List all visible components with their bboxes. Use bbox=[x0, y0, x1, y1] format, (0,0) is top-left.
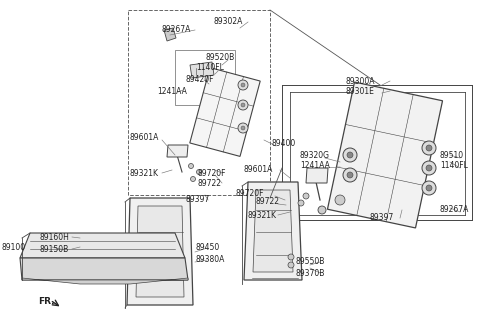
Text: 89397: 89397 bbox=[370, 213, 394, 223]
Circle shape bbox=[347, 172, 353, 178]
Circle shape bbox=[238, 100, 248, 110]
Text: 89380A: 89380A bbox=[196, 255, 226, 264]
Circle shape bbox=[303, 193, 309, 199]
Text: 1241AA: 1241AA bbox=[157, 88, 187, 96]
Text: 89550B: 89550B bbox=[295, 258, 324, 266]
Circle shape bbox=[426, 185, 432, 191]
Text: 89601A: 89601A bbox=[244, 166, 274, 175]
Text: 89301E: 89301E bbox=[345, 86, 374, 95]
Circle shape bbox=[335, 195, 345, 205]
Text: 89722: 89722 bbox=[256, 198, 280, 207]
Circle shape bbox=[241, 83, 245, 87]
Polygon shape bbox=[127, 198, 193, 305]
Text: 89100: 89100 bbox=[2, 243, 26, 252]
Polygon shape bbox=[167, 145, 188, 157]
Text: 89722: 89722 bbox=[198, 178, 222, 187]
Polygon shape bbox=[253, 190, 293, 272]
Polygon shape bbox=[190, 62, 214, 78]
Text: 89601A: 89601A bbox=[130, 134, 159, 142]
Text: 89370B: 89370B bbox=[295, 269, 324, 278]
Circle shape bbox=[422, 141, 436, 155]
Text: 89720F: 89720F bbox=[236, 188, 264, 198]
Circle shape bbox=[347, 152, 353, 158]
Text: 1241AA: 1241AA bbox=[300, 162, 330, 171]
Polygon shape bbox=[306, 168, 328, 183]
Polygon shape bbox=[20, 258, 188, 280]
Circle shape bbox=[288, 254, 294, 260]
Text: 89321K: 89321K bbox=[130, 168, 159, 177]
Polygon shape bbox=[22, 278, 188, 284]
Text: 1140FL: 1140FL bbox=[440, 162, 468, 171]
Circle shape bbox=[191, 177, 195, 182]
Text: 89397: 89397 bbox=[185, 196, 209, 204]
Circle shape bbox=[288, 262, 294, 268]
Polygon shape bbox=[244, 182, 302, 280]
Circle shape bbox=[343, 168, 357, 182]
Circle shape bbox=[426, 165, 432, 171]
Polygon shape bbox=[190, 68, 260, 156]
Circle shape bbox=[189, 163, 193, 168]
Circle shape bbox=[343, 148, 357, 162]
Polygon shape bbox=[136, 206, 184, 297]
Text: 89267A: 89267A bbox=[440, 206, 469, 214]
Text: 89320G: 89320G bbox=[300, 151, 330, 160]
Circle shape bbox=[298, 200, 304, 206]
Text: 89300A: 89300A bbox=[345, 76, 374, 85]
Text: 89150B: 89150B bbox=[40, 244, 69, 254]
Text: 89450: 89450 bbox=[196, 244, 220, 253]
Circle shape bbox=[426, 145, 432, 151]
Polygon shape bbox=[327, 82, 443, 228]
Circle shape bbox=[318, 206, 326, 214]
Text: FR.: FR. bbox=[38, 297, 55, 306]
Text: 1140FL: 1140FL bbox=[196, 64, 224, 73]
Circle shape bbox=[196, 170, 202, 175]
Polygon shape bbox=[164, 28, 176, 41]
Text: 89302A: 89302A bbox=[214, 18, 243, 27]
Text: 89420F: 89420F bbox=[186, 75, 215, 85]
Text: 89160H: 89160H bbox=[40, 233, 70, 242]
Text: 89321K: 89321K bbox=[248, 211, 277, 219]
Circle shape bbox=[422, 161, 436, 175]
Text: 89267A: 89267A bbox=[162, 25, 192, 34]
Circle shape bbox=[422, 181, 436, 195]
Text: 89510: 89510 bbox=[440, 151, 464, 160]
Circle shape bbox=[238, 123, 248, 133]
Text: 89520B: 89520B bbox=[205, 53, 234, 61]
Circle shape bbox=[241, 103, 245, 107]
Bar bbox=[175, 50, 235, 105]
Text: 89400: 89400 bbox=[272, 138, 296, 147]
Circle shape bbox=[238, 80, 248, 90]
Circle shape bbox=[241, 126, 245, 130]
Text: 89720F: 89720F bbox=[198, 168, 227, 177]
Bar bbox=[128, 10, 270, 195]
Polygon shape bbox=[20, 233, 185, 258]
